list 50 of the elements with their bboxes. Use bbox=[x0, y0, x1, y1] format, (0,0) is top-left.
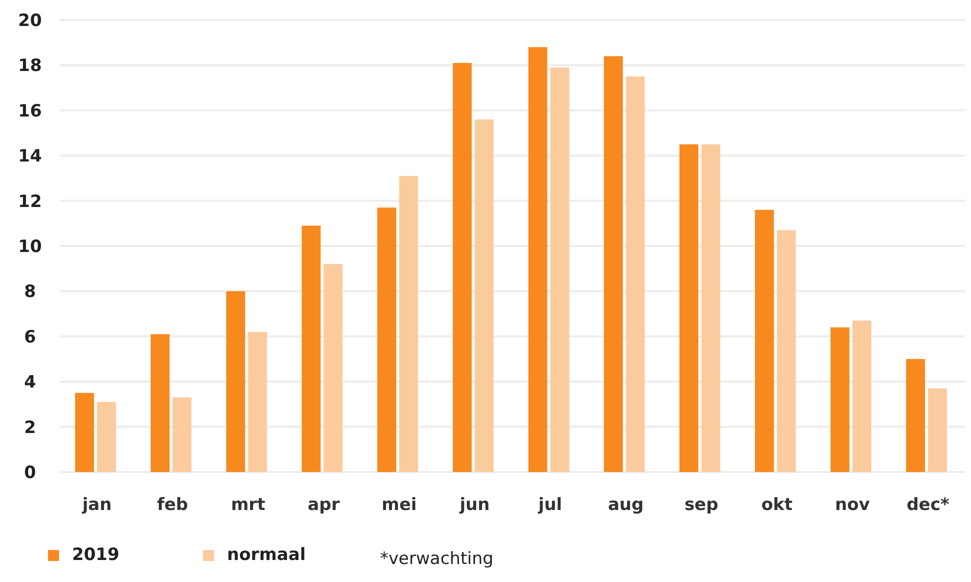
y-tick-label: 6 bbox=[24, 327, 36, 348]
bar bbox=[452, 62, 472, 472]
x-tick-label: mrt bbox=[230, 495, 266, 515]
x-tick-label: jun bbox=[458, 495, 490, 515]
bar bbox=[324, 264, 343, 472]
x-tick-label: nov bbox=[835, 495, 870, 515]
y-tick-label: 2 bbox=[24, 418, 36, 438]
y-tick-label: 12 bbox=[18, 192, 42, 212]
legend-label: 2019 bbox=[72, 545, 120, 565]
bar bbox=[528, 47, 548, 472]
x-tick-label: feb bbox=[157, 495, 188, 515]
y-tick-label: 4 bbox=[24, 372, 36, 393]
bar bbox=[626, 76, 645, 472]
y-tick-label: 0 bbox=[24, 462, 36, 483]
bar bbox=[97, 402, 116, 472]
bar bbox=[172, 397, 192, 472]
bar bbox=[75, 392, 94, 472]
x-tick-label: apr bbox=[308, 495, 340, 515]
bar bbox=[830, 327, 850, 472]
x-tick-label: okt bbox=[761, 495, 792, 515]
x-tick-label: aug bbox=[608, 495, 644, 515]
x-tick-label: dec* bbox=[906, 495, 950, 515]
text: *verwachting bbox=[380, 549, 494, 569]
y-tick-label: 16 bbox=[18, 101, 42, 122]
bar bbox=[150, 334, 170, 472]
bar bbox=[302, 226, 321, 472]
bar bbox=[248, 332, 268, 472]
y-tick-label: 20 bbox=[18, 10, 42, 31]
y-tick-label: 14 bbox=[18, 146, 42, 167]
bar bbox=[377, 208, 396, 472]
x-tick-label: mei bbox=[382, 495, 417, 515]
y-tick-label: 10 bbox=[18, 236, 42, 257]
bar bbox=[679, 144, 698, 472]
bar bbox=[701, 144, 720, 472]
bar bbox=[474, 119, 494, 472]
x-tick-label: sep bbox=[684, 495, 718, 515]
bar bbox=[399, 176, 418, 472]
bar bbox=[754, 210, 774, 472]
x-tick-label: jan bbox=[81, 495, 112, 515]
x-tick-label: jul bbox=[537, 495, 562, 515]
bar bbox=[928, 388, 947, 472]
bar bbox=[906, 359, 925, 472]
bar bbox=[852, 320, 872, 472]
bar bbox=[550, 67, 570, 472]
y-tick-label: 18 bbox=[18, 56, 42, 76]
bar bbox=[776, 230, 796, 472]
legend-label: normaal bbox=[227, 545, 306, 565]
bar bbox=[226, 291, 246, 472]
bar bbox=[604, 56, 623, 472]
y-tick-label: 8 bbox=[24, 282, 36, 302]
